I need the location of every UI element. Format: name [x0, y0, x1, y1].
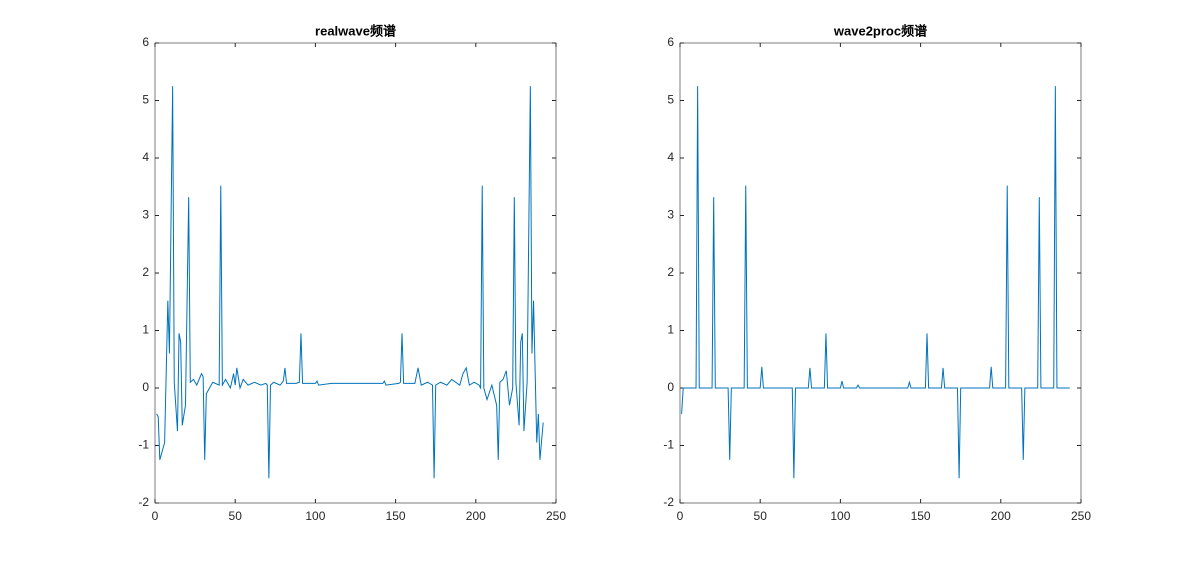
chart-title: realwave频谱 [315, 23, 396, 38]
y-tick-label: 1 [667, 323, 674, 337]
y-tick-label: 6 [142, 35, 149, 49]
x-tick-label: 200 [991, 509, 1011, 523]
x-tick-label: 0 [152, 509, 159, 523]
x-tick-label: 100 [305, 509, 325, 523]
axes-box [154, 42, 557, 504]
x-tick-label: 0 [677, 509, 684, 523]
y-tick-label: 0 [142, 380, 149, 394]
y-tick-label: 3 [667, 208, 674, 222]
x-tick-label: 50 [229, 509, 243, 523]
x-tick-label: 50 [754, 509, 768, 523]
y-tick-label: 4 [142, 150, 149, 164]
x-tick-label: 100 [830, 509, 850, 523]
y-tick-label: 4 [667, 150, 674, 164]
x-tick-label: 250 [546, 509, 566, 523]
chart-title: wave2proc频谱 [833, 23, 927, 38]
axes-box [679, 42, 1082, 504]
y-tick-label: 0 [667, 380, 674, 394]
x-tick-label: 150 [911, 509, 931, 523]
x-tick-label: 250 [1071, 509, 1091, 523]
y-tick-label: 5 [142, 93, 149, 107]
line-series [681, 86, 1070, 479]
y-tick-label: 5 [667, 93, 674, 107]
x-tick-label: 150 [386, 509, 406, 523]
y-tick-label: -2 [138, 495, 149, 509]
y-tick-label: -1 [138, 438, 149, 452]
y-tick-label: -1 [663, 438, 674, 452]
y-tick-label: 2 [142, 265, 149, 279]
y-tick-label: -2 [663, 495, 674, 509]
y-tick-label: 3 [142, 208, 149, 222]
x-tick-label: 200 [466, 509, 486, 523]
y-tick-label: 6 [667, 35, 674, 49]
y-tick-label: 1 [142, 323, 149, 337]
y-tick-label: 2 [667, 265, 674, 279]
line-series [156, 86, 544, 479]
